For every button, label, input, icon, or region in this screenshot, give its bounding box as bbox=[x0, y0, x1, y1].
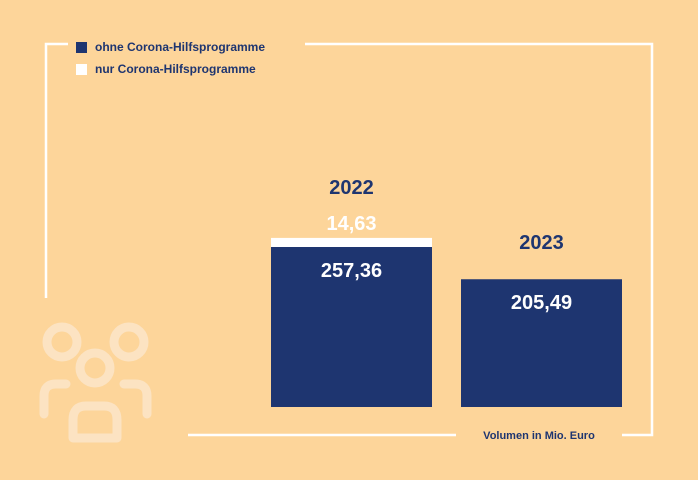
category-label-2022: 2022 bbox=[329, 177, 374, 199]
legend-swatch-ohne bbox=[76, 41, 87, 53]
bar-2022-ohne bbox=[271, 247, 432, 407]
category-label-2023: 2023 bbox=[519, 232, 564, 254]
legend-item-nur: nur Corona-Hilfsprogramme bbox=[76, 59, 265, 79]
legend-swatch-nur bbox=[76, 63, 87, 75]
legend-label-nur: nur Corona-Hilfsprogramme bbox=[95, 62, 256, 76]
value-label-2023-ohne: 205,49 bbox=[511, 292, 572, 314]
legend-label-ohne: ohne Corona-Hilfsprogramme bbox=[95, 40, 266, 54]
value-label-2022-ohne: 257,36 bbox=[321, 260, 382, 282]
bar-2022-nur bbox=[271, 237, 432, 247]
chart-frame bbox=[44, 42, 654, 437]
x-axis-label: Volumen in Mio. Euro bbox=[483, 430, 595, 442]
value-label-2022-nur: 14,63 bbox=[326, 213, 376, 235]
legend: ohne Corona-Hilfsprogramme nur Corona-Hi… bbox=[76, 37, 265, 81]
legend-item-ohne: ohne Corona-Hilfsprogramme bbox=[76, 37, 265, 57]
people-group-icon bbox=[39, 322, 152, 443]
bar-2023-ohne bbox=[461, 279, 622, 407]
data-labels: 14,63 2022 257,36 2023 205,49 bbox=[321, 177, 572, 314]
bars bbox=[271, 237, 622, 407]
